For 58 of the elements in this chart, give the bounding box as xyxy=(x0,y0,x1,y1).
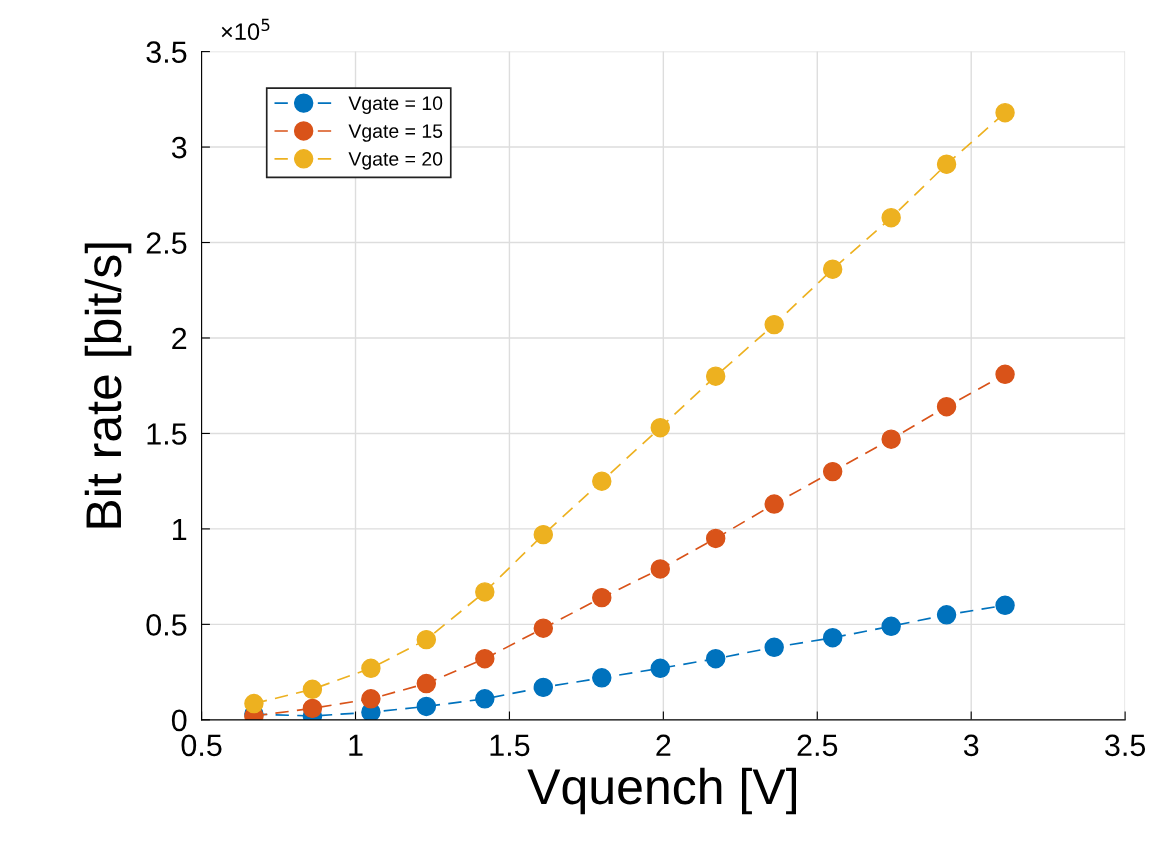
text: ×10$^{5}$ xyxy=(221,18,270,41)
point xyxy=(475,582,495,602)
point xyxy=(936,396,957,417)
point xyxy=(705,649,726,669)
y-tick-label: 1.5 xyxy=(147,423,187,445)
point xyxy=(995,102,1015,123)
point xyxy=(995,364,1015,384)
point xyxy=(416,629,437,650)
x-tick-label: 1.5 xyxy=(490,734,530,757)
point xyxy=(881,429,901,449)
point xyxy=(764,314,784,335)
x-tick-label: 2 xyxy=(656,734,671,756)
legend-label: Vgate = 20 xyxy=(348,152,443,170)
x-tick-label: 2.5 xyxy=(797,734,838,757)
x-tick-label: 3.5 xyxy=(1105,734,1146,757)
point xyxy=(936,605,957,625)
point xyxy=(650,417,670,438)
point xyxy=(822,628,843,648)
point xyxy=(592,668,612,688)
x-tick-label: 1 xyxy=(349,734,363,756)
point xyxy=(822,461,843,482)
point xyxy=(822,259,843,279)
point xyxy=(361,689,381,709)
legend-label: Vgate = 10 xyxy=(348,96,443,114)
point xyxy=(705,366,726,386)
point xyxy=(302,698,323,719)
point xyxy=(650,559,670,579)
point xyxy=(764,494,784,514)
point xyxy=(416,673,437,694)
point xyxy=(995,595,1015,615)
point xyxy=(533,618,554,638)
y-axis-title: Bit rate [bit/s] xyxy=(84,243,132,528)
point xyxy=(936,154,957,174)
point xyxy=(361,658,381,678)
y-tick-label: 3 xyxy=(171,136,187,159)
x-tick-label: 3 xyxy=(963,734,979,757)
point xyxy=(650,658,670,678)
y-tick-label: 0 xyxy=(171,709,187,732)
point xyxy=(302,679,323,699)
y-tick-label: 2 xyxy=(172,327,187,350)
point xyxy=(475,649,495,669)
point xyxy=(592,587,612,608)
point xyxy=(881,207,901,228)
y-tick-label: 0.5 xyxy=(146,614,187,636)
point xyxy=(881,616,901,636)
point xyxy=(244,693,264,714)
point xyxy=(416,696,437,717)
point xyxy=(475,689,495,709)
legend-label: Vgate = 15 xyxy=(348,124,443,142)
point xyxy=(592,471,612,491)
y-tick-label: 2.5 xyxy=(146,232,187,254)
y-tick-label: 1 xyxy=(173,518,187,540)
point xyxy=(705,528,726,549)
point xyxy=(764,637,784,657)
y-tick-label: 3.5 xyxy=(146,41,187,63)
point xyxy=(533,677,554,698)
point xyxy=(533,524,554,545)
x-axis-title: Vquench [V] xyxy=(527,767,796,815)
